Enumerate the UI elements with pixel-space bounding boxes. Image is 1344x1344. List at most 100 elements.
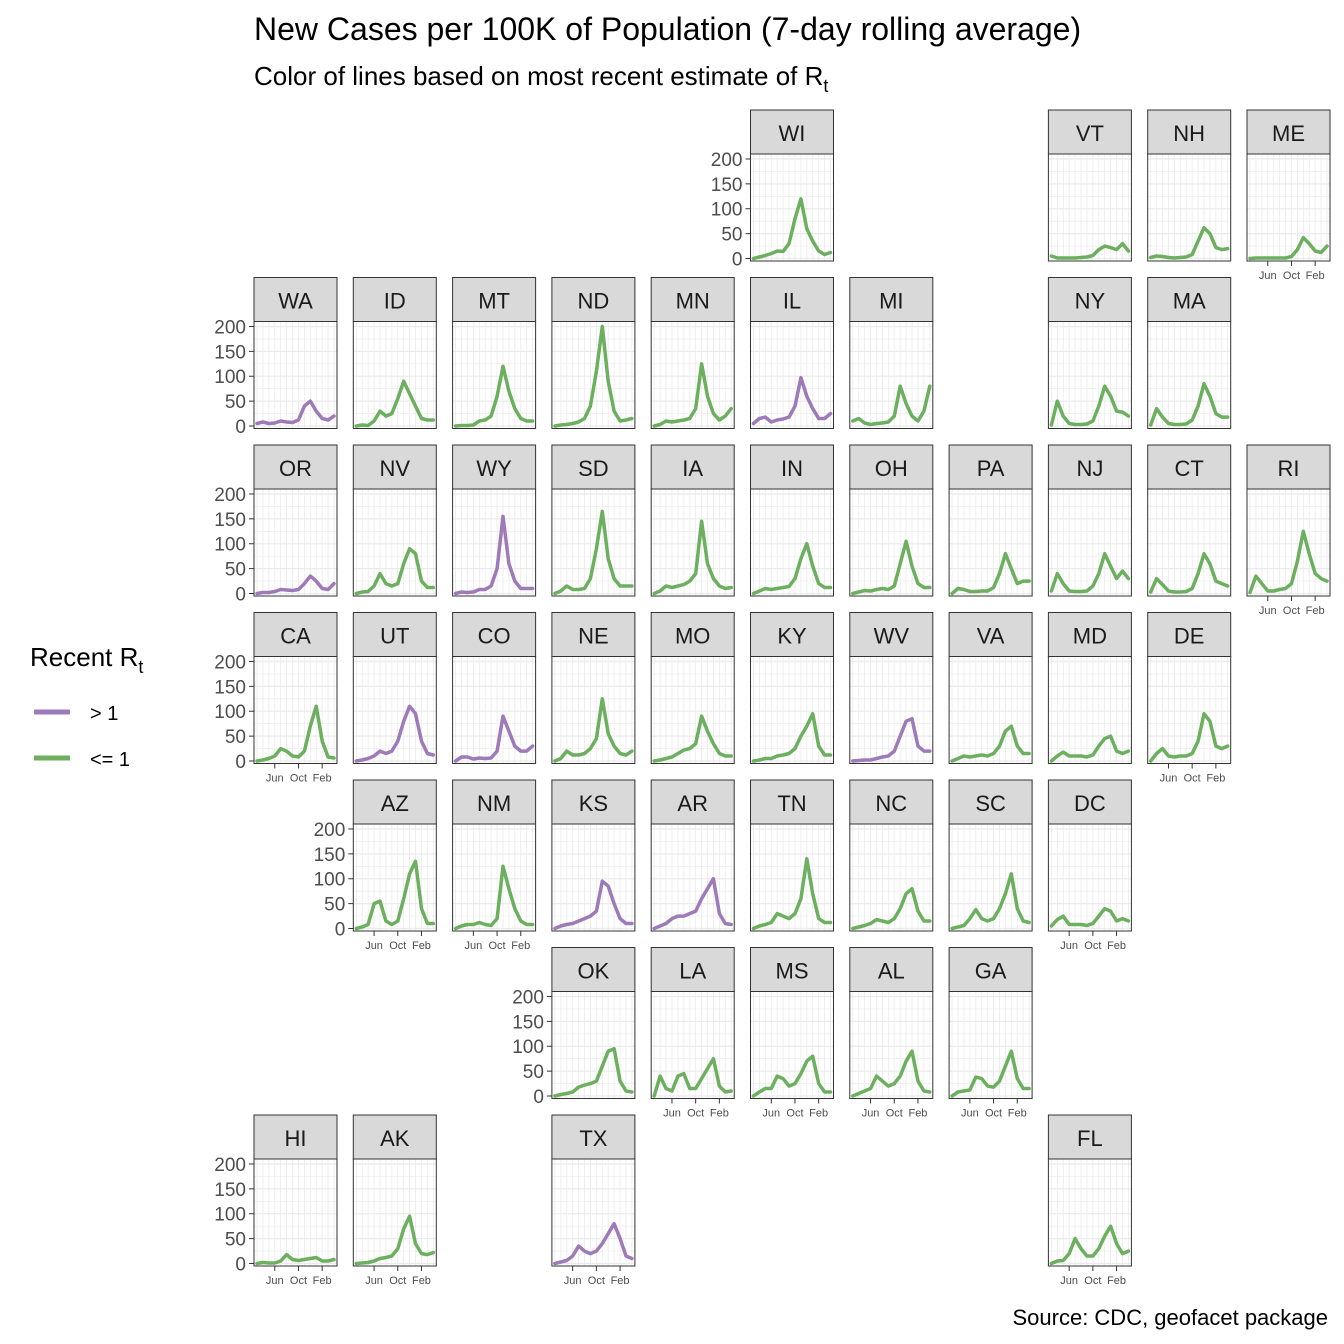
series-line-il — [751, 375, 833, 426]
x-tick-label: Feb — [412, 1275, 431, 1287]
facet-strip — [650, 277, 735, 322]
facet-il: IL — [750, 277, 834, 429]
series-line-ky — [751, 711, 833, 763]
panel-border — [1047, 656, 1132, 764]
x-tick-label: Oct — [786, 1108, 803, 1120]
x-tick-label: Feb — [1107, 1275, 1126, 1287]
facet-ca: CA 0 50 100 150 200 Jun Oct Feb — [214, 612, 338, 785]
plot-panel — [551, 489, 635, 596]
y-tick-label: 0 — [732, 250, 743, 271]
series-line-ny — [1049, 384, 1131, 427]
facet-label: MS — [776, 959, 809, 984]
series-line-nj — [1049, 551, 1131, 594]
panel-border — [551, 991, 636, 1099]
x-tick-label: Feb — [313, 1275, 332, 1287]
facet-strip — [849, 947, 934, 992]
plot-panel — [949, 489, 1033, 596]
series-line-in — [751, 541, 833, 596]
facet-label: MN — [676, 289, 710, 314]
facet-strip — [452, 612, 537, 657]
x-tick-label: Jun — [1060, 940, 1078, 952]
x-tick-label: Feb — [809, 1108, 828, 1120]
y-tick-label: 50 — [324, 895, 345, 916]
plot-panel — [353, 1159, 437, 1266]
series-line-id — [354, 379, 436, 428]
series-line-or — [255, 574, 336, 596]
panel-border — [551, 1158, 636, 1267]
facet-label: ME — [1272, 121, 1305, 146]
facet-ky: KY — [750, 612, 834, 764]
plot-panel — [750, 991, 834, 1099]
facet-strip — [551, 444, 636, 490]
series-line-ca — [255, 704, 336, 763]
facet-ia: IA — [650, 444, 735, 597]
series-line-wv — [851, 716, 932, 763]
plot-panel — [353, 321, 437, 429]
x-tick-label: Oct — [389, 1275, 406, 1287]
panel-border — [750, 823, 834, 932]
panel-border — [352, 1158, 437, 1267]
facet-label: OR — [279, 456, 312, 481]
facet-sd: SD — [551, 444, 636, 597]
facet-strip — [750, 779, 834, 825]
plot-panel — [1247, 489, 1330, 596]
y-tick-label: 150 — [214, 510, 246, 531]
panel-border — [948, 656, 1033, 764]
x-tick-label: Jun — [365, 1275, 383, 1287]
facet-md: MD — [1047, 612, 1132, 764]
y-tick-label: 100 — [711, 200, 743, 221]
plot-panel — [750, 489, 834, 596]
series-line-wy — [453, 514, 535, 596]
panel-border — [750, 321, 834, 429]
state-panels: WI 0 50 100 150 200 VT NH ME Jun Oct Feb WA 0 50 100 150… — [214, 109, 1331, 1287]
facet-strip — [849, 444, 934, 490]
panel-border — [352, 656, 437, 764]
panel-border — [750, 991, 834, 1099]
facet-strip — [750, 109, 834, 155]
x-tick-label: Oct — [1084, 1275, 1101, 1287]
y-tick-label: 100 — [214, 702, 246, 723]
facet-id: ID — [352, 277, 437, 429]
facet-label: RI — [1278, 456, 1300, 481]
facet-strip — [352, 1114, 437, 1160]
facet-label: ND — [578, 289, 610, 314]
facet-label: CA — [280, 624, 311, 649]
panel-border — [1047, 1158, 1132, 1267]
facet-label: NC — [875, 791, 907, 816]
facet-co: CO — [452, 612, 537, 764]
panel-border — [1246, 153, 1331, 262]
y-tick-label: 50 — [225, 727, 246, 748]
series-line-ma — [1148, 381, 1230, 427]
facet-label: ID — [384, 289, 406, 314]
y-tick-label: 100 — [214, 1205, 246, 1226]
facet-strip — [1147, 109, 1232, 155]
facet-label: TN — [777, 791, 806, 816]
x-tick-label: Oct — [1084, 940, 1101, 952]
plot-panel — [849, 321, 933, 429]
plot-panel — [651, 991, 735, 1099]
panel-border — [1047, 153, 1132, 262]
panel-border — [849, 321, 934, 429]
facet-strip — [551, 947, 636, 992]
y-tick-label: 200 — [214, 652, 246, 673]
facet-ri: RI Jun Oct Feb — [1246, 444, 1331, 617]
x-tick-label: Oct — [290, 773, 307, 785]
facet-strip — [452, 277, 537, 322]
series-line-fl — [1049, 1224, 1131, 1266]
series-line-nh — [1148, 225, 1230, 260]
facet-label: CO — [478, 624, 511, 649]
series-line-md — [1049, 734, 1131, 763]
facet-label: DC — [1074, 791, 1106, 816]
facet-ks: KS — [551, 779, 636, 932]
facet-label: TX — [579, 1126, 607, 1151]
facet-label: MD — [1073, 624, 1107, 649]
facet-nj: NJ — [1047, 444, 1132, 597]
facet-label: WV — [874, 624, 910, 649]
facet-mt: MT — [452, 277, 537, 429]
x-tick-label: Feb — [1206, 773, 1225, 785]
y-tick-label: 50 — [225, 392, 246, 413]
series-line-ri — [1248, 529, 1329, 595]
series-line-co — [453, 714, 535, 763]
facet-label: MA — [1173, 289, 1206, 314]
panel-border — [452, 823, 537, 932]
